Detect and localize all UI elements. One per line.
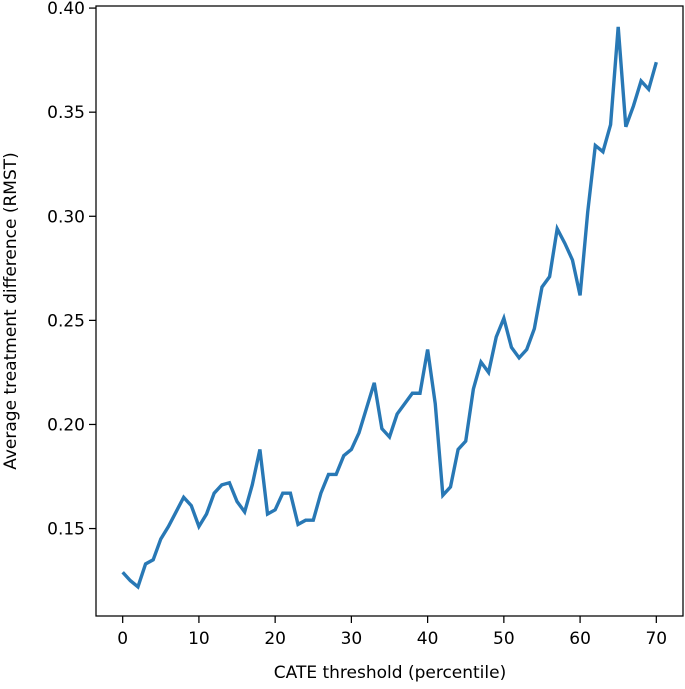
series-line-0 — [121, 26, 658, 590]
y-tick-label: 0.15 — [47, 520, 85, 540]
y-axis-title: Average treatment difference (RMST) — [1, 152, 21, 470]
plot-frame — [95, 5, 684, 617]
x-axis-title: CATE threshold (percentile) — [274, 663, 506, 683]
y-tick-label: 0.25 — [47, 311, 85, 331]
x-axis: 0 10 20 30 40 50 60 70 — [117, 616, 667, 649]
x-tick-label: 20 — [264, 629, 286, 649]
y-tick-label: 0.40 — [47, 0, 85, 19]
x-tick-label: 0 — [117, 629, 128, 649]
y-tick-label: 0.30 — [47, 207, 85, 227]
series-layer — [121, 26, 658, 590]
y-tick-label: 0.35 — [47, 103, 85, 123]
y-tick-label: 0.20 — [47, 415, 85, 435]
x-tick-label: 10 — [188, 629, 210, 649]
y-axis: 0.15 0.20 0.25 0.30 0.35 0.40 — [47, 0, 96, 540]
x-tick-label: 50 — [493, 629, 515, 649]
plot-border — [95, 5, 684, 617]
x-tick-label: 70 — [645, 629, 667, 649]
x-tick-label: 40 — [417, 629, 439, 649]
x-tick-label: 60 — [569, 629, 591, 649]
x-tick-label: 30 — [341, 629, 363, 649]
